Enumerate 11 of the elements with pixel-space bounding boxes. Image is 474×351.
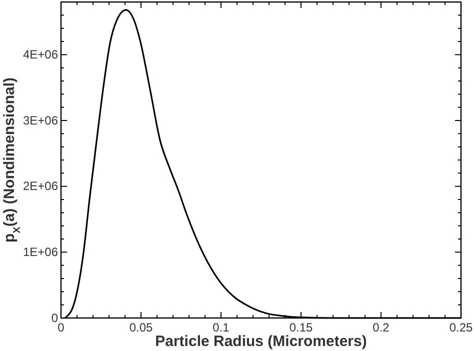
x-tick-label: 0.25: [449, 320, 473, 335]
x-tick-label: 0.05: [129, 320, 153, 335]
x-tick-label: 0.15: [289, 320, 313, 335]
y-tick-label: 0: [51, 310, 58, 325]
y-tick-label: 2E+06: [22, 179, 58, 194]
x-tick-label: 0.1: [212, 320, 230, 335]
x-axis-title: Particle Radius (Micrometers): [155, 333, 367, 350]
y-tick-label: 4E+06: [22, 48, 58, 62]
y-tick-label: 1E+06: [22, 245, 58, 260]
y-tick-label: 3E+06: [22, 113, 58, 128]
x-tick-label: 0.2: [372, 320, 390, 335]
